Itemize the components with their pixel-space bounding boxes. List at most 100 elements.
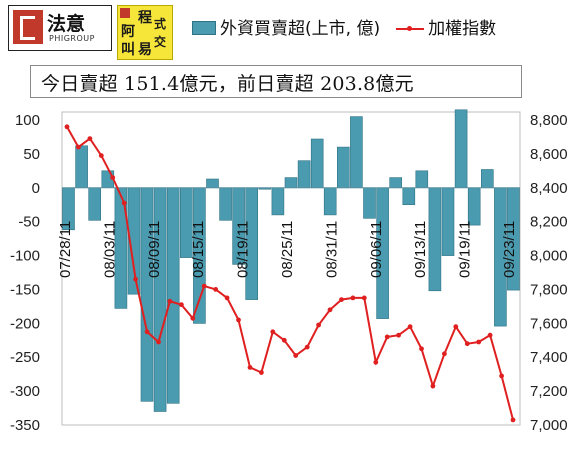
index-point xyxy=(396,332,401,338)
index-point xyxy=(350,295,356,301)
x-tick-label: 08/19/11 xyxy=(235,221,252,278)
line-legend-swatch xyxy=(396,23,425,35)
bar xyxy=(350,116,363,189)
index-point xyxy=(327,307,333,313)
bar-legend-label: 外資買賣超(上市, 億) xyxy=(220,19,381,39)
x-tick-label: 09/13/11 xyxy=(412,221,429,278)
index-point xyxy=(430,383,436,389)
index-point xyxy=(190,315,196,321)
bar xyxy=(428,187,442,292)
index-point xyxy=(201,283,207,289)
chart-legend: 外資買賣超(上市, 億) 加權指數 xyxy=(192,14,496,39)
index-point xyxy=(247,365,253,370)
x-tick-label: 08/15/11 xyxy=(190,221,207,278)
bar xyxy=(166,187,180,404)
index-point xyxy=(476,339,482,345)
index-point xyxy=(64,124,70,130)
index-point xyxy=(361,295,367,301)
index-point xyxy=(121,200,127,206)
index-point xyxy=(156,339,161,345)
bar xyxy=(389,177,403,189)
index-line xyxy=(66,126,514,421)
right-tick-label: 8,000 xyxy=(530,248,568,265)
left-tick-label: -250 xyxy=(10,349,40,366)
bar xyxy=(467,187,481,226)
logo1-name: 法意 xyxy=(47,13,86,35)
right-tick-label: 7,800 xyxy=(530,281,568,298)
bar xyxy=(454,109,468,189)
left-tick-label: -100 xyxy=(10,248,40,265)
bar xyxy=(88,187,101,221)
index-point xyxy=(213,287,219,292)
logo2-char: 易 xyxy=(138,42,152,58)
bar xyxy=(480,169,494,189)
index-point xyxy=(98,153,104,159)
right-tick-label: 7,000 xyxy=(530,417,568,434)
trading-logo: 程 式 交 易 叫 阿 xyxy=(117,5,173,60)
index-point xyxy=(87,136,93,142)
index-point xyxy=(384,334,390,340)
left-tick-label: -150 xyxy=(10,281,40,298)
phigroup-seal-icon xyxy=(13,10,43,44)
bar xyxy=(284,177,298,189)
bar xyxy=(415,170,429,189)
index-point xyxy=(110,175,116,181)
x-tick-label: 09/23/11 xyxy=(501,221,518,278)
index-point xyxy=(510,417,516,423)
bar xyxy=(441,187,455,256)
index-point xyxy=(442,351,447,357)
right-tick-label: 8,400 xyxy=(530,180,568,197)
left-tick-label: -300 xyxy=(10,383,40,400)
info-text: 今日賣超 151.4億元，前日賣超 203.8億元 xyxy=(41,73,414,95)
index-point xyxy=(144,329,150,335)
left-tick-label: -50 xyxy=(18,214,40,231)
index-point xyxy=(293,353,299,358)
line-legend-label: 加權指數 xyxy=(428,19,497,39)
index-point xyxy=(453,324,459,330)
bar xyxy=(310,138,324,189)
x-tick-label: 08/25/11 xyxy=(279,221,296,278)
left-tick-label: 0 xyxy=(32,180,40,197)
bar xyxy=(219,187,232,221)
x-tick-label: 08/03/11 xyxy=(101,221,118,278)
bar xyxy=(336,146,350,189)
logo2-char: 程 xyxy=(138,10,152,26)
right-tick-label: 7,200 xyxy=(530,383,568,400)
index-point xyxy=(339,297,344,302)
left-tick-label: 100 xyxy=(15,112,40,129)
right-tick-label: 8,200 xyxy=(530,214,568,231)
logo2-char: 式 xyxy=(154,17,167,31)
logo2-char: 叫 xyxy=(121,42,135,58)
index-point xyxy=(224,295,230,301)
right-tick-label: 7,600 xyxy=(530,315,568,332)
bar xyxy=(206,178,219,189)
index-point xyxy=(133,276,139,282)
bar-legend-swatch xyxy=(192,21,216,35)
index-point xyxy=(499,373,504,379)
x-tick-label: 08/31/11 xyxy=(323,221,340,278)
logo2-char: 阿 xyxy=(121,24,135,40)
index-point xyxy=(373,359,379,365)
bar xyxy=(140,187,154,402)
right-tick-label: 7,400 xyxy=(530,349,568,366)
x-tick-label: 08/09/11 xyxy=(146,221,163,278)
index-point xyxy=(419,346,424,352)
logo1-sub: PHIGROUP xyxy=(49,34,95,43)
bar xyxy=(323,187,337,216)
index-point xyxy=(464,341,470,347)
index-point xyxy=(179,302,184,308)
bar xyxy=(297,160,311,189)
index-point xyxy=(236,317,241,323)
left-tick-label: -200 xyxy=(10,315,40,332)
index-point xyxy=(304,344,310,350)
info-box: 今日賣超 151.4億元，前日賣超 203.8億元 xyxy=(30,65,522,98)
x-tick-label: 09/19/11 xyxy=(457,221,474,278)
right-tick-label: 8,800 xyxy=(530,112,568,129)
index-point xyxy=(259,370,264,375)
index-point xyxy=(76,144,81,150)
right-tick-label: 8,600 xyxy=(530,146,568,163)
x-tick-label: 09/06/11 xyxy=(368,221,385,278)
index-point xyxy=(316,322,321,328)
bar xyxy=(75,145,88,189)
logo2-char: 交 xyxy=(154,35,167,49)
